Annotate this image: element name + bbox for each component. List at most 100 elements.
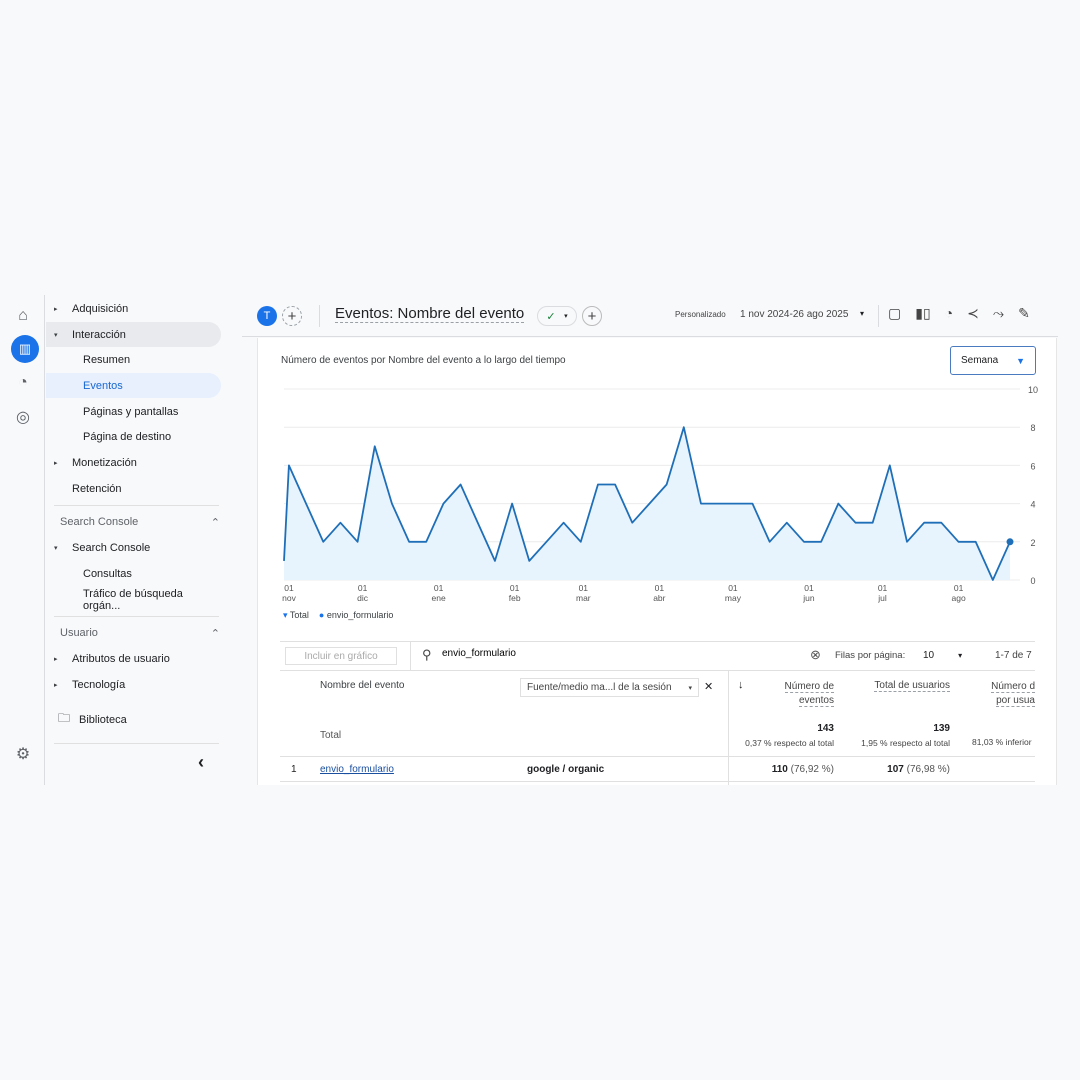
nav-monetizacion[interactable]: ▸ Monetización	[46, 450, 221, 475]
reports-icon[interactable]: ▥	[11, 335, 39, 363]
nav-label: Atributos de usuario	[72, 652, 170, 665]
settings-icon[interactable]: ⚙	[15, 746, 31, 763]
x-tick-month: abr	[653, 593, 665, 603]
nav-biblioteca[interactable]: 🗀 Biblioteca	[46, 707, 221, 732]
caret-down-icon: ▼	[1016, 355, 1025, 366]
add-comparison-button[interactable]: +	[282, 306, 302, 326]
total-events: 143 0,37 % respecto al total	[745, 723, 834, 752]
nav-atributos[interactable]: ▸ Atributos de usuario	[46, 646, 221, 671]
col-label: por usua	[996, 695, 1035, 707]
section-search-console[interactable]: Search Console ⌃	[60, 516, 220, 529]
search-input[interactable]	[442, 648, 742, 659]
divider	[54, 743, 219, 744]
caret-down-icon[interactable]: ▾	[860, 309, 865, 318]
folder-icon: 🗀	[58, 711, 71, 725]
total-per-user: 81,03 % inferior	[972, 737, 1032, 747]
y-tick-label: 10	[1028, 385, 1038, 395]
section-label: Usuario	[60, 627, 98, 639]
include-in-chart-button[interactable]: Incluir en gráfico	[285, 647, 397, 665]
granularity-select[interactable]: Semana ▼	[950, 346, 1036, 375]
nav-label: Tecnología	[72, 678, 126, 691]
y-tick-label: 2	[1030, 538, 1035, 548]
sort-desc-icon[interactable]: ↓	[738, 679, 744, 691]
col-total-users[interactable]: Total de usuarios	[874, 680, 950, 692]
legend-label: envio_formulario	[326, 610, 394, 620]
col-event-count[interactable]: Número de eventos	[784, 680, 834, 708]
col-event-name[interactable]: Nombre del evento	[320, 680, 405, 691]
legend-label: Total	[289, 610, 309, 620]
total-users: 139 1,95 % respecto al total	[861, 723, 950, 752]
nav-paginas[interactable]: Páginas y pantallas	[46, 399, 221, 424]
add-button[interactable]: +	[582, 306, 602, 326]
home-icon[interactable]: ⌂	[18, 307, 28, 324]
nav-tecnologia[interactable]: ▸ Tecnología	[46, 672, 221, 697]
x-tick-day: 01	[579, 583, 589, 593]
events-chart: 024681001nov01dic01ene01feb01mar01abr01m…	[282, 385, 1038, 603]
caret-down-icon: ▾	[688, 684, 692, 692]
legend-envio[interactable]: ● envio_formulario	[319, 610, 394, 621]
collapse-nav-button[interactable]: ‹	[198, 752, 204, 772]
compare-icon[interactable]: ▮▯	[915, 305, 931, 321]
status-menu[interactable]: ✓ ▾	[537, 306, 577, 326]
x-tick-month: ago	[951, 593, 965, 603]
advertising-icon[interactable]: ◎	[16, 409, 30, 426]
nav-resumen[interactable]: Resumen	[46, 347, 221, 372]
nav-pagina-destino[interactable]: Página de destino	[46, 424, 221, 449]
date-range-label: Personalizado	[675, 310, 726, 319]
share-icon[interactable]: ≺	[967, 305, 979, 321]
x-tick-day: 01	[804, 583, 814, 593]
total-label: Total	[320, 730, 342, 741]
nav-label: Página de destino	[83, 430, 172, 443]
rows-per-page-label: Filas por página:	[835, 650, 906, 661]
pin-icon: ▾	[283, 610, 288, 620]
y-tick-label: 6	[1030, 461, 1035, 471]
trend-icon[interactable]: ⤳	[992, 305, 1005, 321]
nav-eventos[interactable]: Eventos	[46, 373, 221, 398]
rows-per-page-select[interactable]: 10 ▾	[923, 650, 962, 661]
nav-interaccion[interactable]: ▾ Interacción	[46, 322, 221, 347]
caret-right-icon: ▸	[54, 655, 58, 663]
dimension-value: Fuente/medio ma...l de la sesión	[527, 682, 672, 693]
nav-retencion[interactable]: Retención	[46, 476, 221, 501]
pct: (76,98 %)	[906, 764, 950, 775]
section-label: Search Console	[60, 516, 139, 528]
nav-trafico-organico[interactable]: Tráfico de búsqueda orgán...	[46, 587, 221, 612]
nav-label: Search Console	[72, 541, 151, 554]
insights-icon[interactable]: ◔	[944, 305, 954, 321]
date-range[interactable]: 1 nov 2024-26 ago 2025	[740, 309, 849, 320]
remove-dimension-icon[interactable]: ✕	[704, 681, 714, 693]
search-icon: ⚲	[422, 647, 432, 662]
note-icon[interactable]: ▢	[888, 305, 902, 321]
y-tick-label: 4	[1030, 500, 1035, 510]
report-nav: ▸ Adquisición ▾ Interacción Resumen Evento…	[46, 295, 231, 785]
nav-adquisicion[interactable]: ▸ Adquisición	[46, 296, 221, 321]
caret-right-icon: ▸	[54, 681, 58, 689]
explore-icon[interactable]: ◔	[18, 374, 28, 391]
caret-down-icon: ▾	[564, 313, 568, 320]
event-link[interactable]: envio_formulario	[320, 764, 394, 775]
value: 107	[887, 764, 904, 775]
caret-down-icon: ▾	[54, 544, 58, 552]
rows-per-page-value: 10	[923, 650, 935, 661]
clear-search-icon[interactable]: ⊗	[810, 647, 821, 662]
avatar[interactable]: T	[257, 306, 277, 326]
x-tick-day: 01	[728, 583, 738, 593]
col-label: Número de	[784, 681, 834, 693]
total-sub: 1,95 % respecto al total	[861, 738, 950, 748]
edit-icon[interactable]: ✎	[1018, 305, 1030, 321]
nav-label: Interacción	[72, 328, 126, 341]
nav-consultas[interactable]: Consultas	[46, 561, 221, 586]
page-title: Eventos: Nombre del evento	[335, 305, 525, 323]
nav-search-console[interactable]: ▾ Search Console	[46, 535, 221, 560]
nav-label: Adquisición	[72, 302, 129, 315]
x-tick-month: dic	[357, 593, 369, 603]
dimension-select[interactable]: Fuente/medio ma...l de la sesión ▾	[520, 678, 699, 697]
check-circle-icon: ✓	[546, 310, 556, 323]
legend-total[interactable]: ▾ Total	[283, 610, 309, 621]
section-usuario[interactable]: Usuario ⌃	[60, 627, 220, 640]
total-value: 143	[817, 723, 834, 734]
row-users: 107 (76,98 %)	[887, 764, 950, 775]
nav-label: Resumen	[83, 353, 131, 366]
nav-label: Monetización	[72, 456, 137, 469]
col-events-per-user[interactable]: Número d por usua	[990, 680, 1035, 708]
